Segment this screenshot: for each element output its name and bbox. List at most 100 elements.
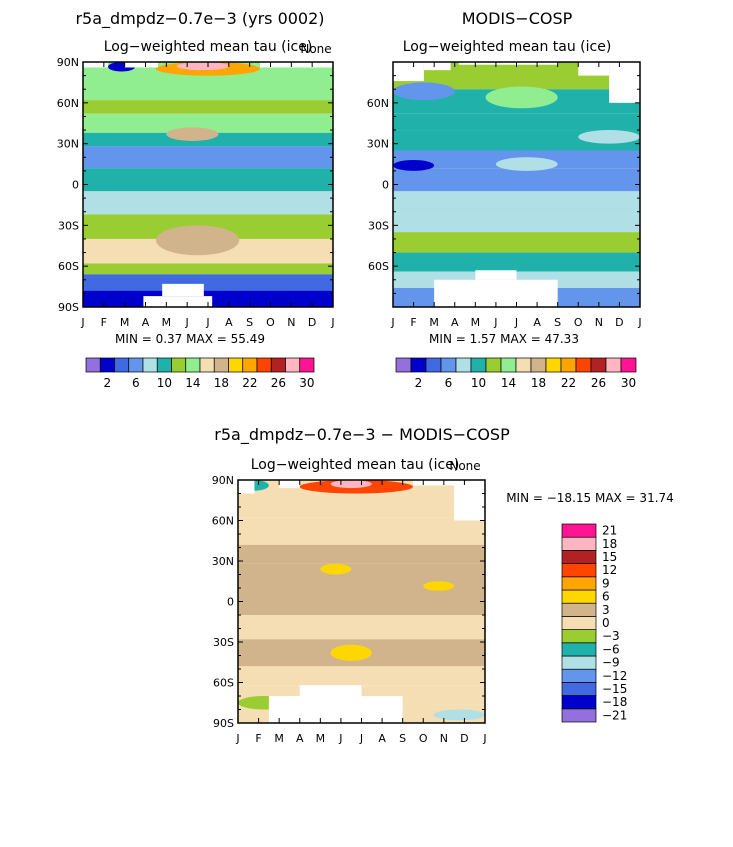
colorbar-swatch: [410, 357, 427, 373]
colorbar-label: 22: [242, 376, 257, 390]
x-tick-label: J: [205, 316, 209, 329]
x-tick-label: A: [451, 316, 459, 329]
colorbar-swatch: [171, 357, 187, 373]
x-tick-label: J: [482, 732, 486, 745]
y-tick-label: 0: [72, 179, 79, 192]
colorbar-swatch: [242, 357, 258, 373]
colorbar-label: 12: [602, 563, 617, 577]
missing-data: [393, 62, 424, 82]
x-tick-label: M: [120, 316, 130, 329]
y-tick-label: 30N: [57, 138, 79, 151]
y-tick-label: 90N: [57, 56, 79, 69]
x-tick-label: J: [338, 732, 342, 745]
colorbar-label: 0: [602, 616, 610, 630]
colorbar-swatch: [561, 589, 597, 604]
contour-band: [238, 517, 485, 545]
x-tick-label: M: [429, 316, 439, 329]
colorbar-swatch: [561, 616, 597, 630]
colorbar-swatch: [561, 536, 597, 551]
colorbar-swatch: [142, 357, 158, 373]
x-tick-label: A: [142, 316, 150, 329]
colorbar-swatch: [561, 655, 597, 670]
missing-data: [412, 480, 485, 486]
colorbar-swatch: [455, 357, 472, 373]
x-tick-label: F: [101, 316, 107, 329]
colorbar-label: −15: [602, 682, 627, 696]
contour-band: [83, 274, 333, 291]
colorbar-swatch: [85, 357, 101, 373]
y-tick-label: 90S: [213, 717, 234, 730]
x-tick-label: F: [255, 732, 261, 745]
colorbar-swatch: [470, 357, 487, 373]
missing-data: [299, 685, 362, 696]
colorbar-label: 9: [602, 576, 610, 590]
colorbar-label: 26: [271, 376, 286, 390]
contour-band: [238, 615, 485, 640]
colorbar-swatch: [620, 357, 637, 373]
contour-band: [393, 168, 640, 192]
x-tick-label: D: [308, 316, 316, 329]
min-max-stats: MIN = −18.15 MAX = 31.74: [506, 491, 674, 505]
colorbar-label: 10: [157, 376, 172, 390]
colorbar-swatch: [199, 357, 215, 373]
colorbar-label: 15: [602, 550, 617, 564]
contour-blob: [423, 581, 455, 591]
colorbar-swatch: [561, 576, 597, 591]
x-tick-label: S: [554, 316, 561, 329]
colorbar-label: 18: [531, 376, 546, 390]
x-tick-label: N: [595, 316, 603, 329]
y-tick-label: 30S: [368, 219, 389, 232]
missing-data: [268, 696, 403, 723]
x-tick-label: N: [287, 316, 295, 329]
missing-data: [83, 62, 108, 68]
missing-data: [578, 62, 610, 76]
x-tick-label: A: [533, 316, 541, 329]
colorbar-swatch: [500, 357, 517, 373]
colorbar-swatch: [561, 523, 597, 538]
colorbar-label: 18: [602, 537, 617, 551]
colorbar-swatch: [561, 629, 597, 644]
missing-data: [238, 480, 255, 494]
contour-blob: [393, 82, 455, 101]
colorbar-swatch: [285, 357, 301, 373]
x-tick-label: O: [574, 316, 583, 329]
colorbar-swatch: [545, 357, 562, 373]
colorbar-label: 22: [561, 376, 576, 390]
contour-band: [393, 252, 640, 272]
y-tick-label: 60N: [212, 515, 234, 528]
x-tick-label: J: [390, 316, 394, 329]
contour-field: [238, 480, 485, 723]
x-tick-label: J: [359, 732, 363, 745]
contour-blob: [320, 563, 352, 575]
colorbar-swatch: [128, 357, 144, 373]
min-max-stats: MIN = 1.57 MAX = 47.33: [429, 332, 579, 346]
colorbar-swatch: [228, 357, 244, 373]
colorbar-swatch: [299, 357, 315, 373]
colorbar-swatch: [185, 357, 201, 373]
y-tick-label: 60S: [213, 677, 234, 690]
x-tick-label: D: [615, 316, 623, 329]
x-tick-label: N: [440, 732, 448, 745]
contour-blob: [495, 157, 558, 171]
contour-blob: [155, 225, 240, 256]
colorbar-label: −9: [602, 656, 620, 670]
contour-band: [83, 191, 333, 215]
x-tick-label: J: [493, 316, 497, 329]
chart-title: r5a_dmpdz−0.7e−3 (yrs 0002): [75, 9, 324, 29]
colorbar-label: −3: [602, 629, 620, 643]
y-tick-label: 60N: [57, 97, 79, 110]
chart-title: MODIS−COSP: [462, 9, 573, 28]
contour-blob: [330, 644, 372, 661]
colorbar-swatch: [515, 357, 532, 373]
colorbar-label: 18: [214, 376, 229, 390]
chart-subtitle: Log−weighted mean tau (ice): [403, 39, 612, 55]
colorbar-label: 6: [445, 376, 453, 390]
contour-blob: [166, 127, 219, 141]
x-tick-label: J: [185, 316, 189, 329]
contour-blob: [330, 480, 372, 489]
y-tick-label: 30N: [212, 555, 234, 568]
contour-band: [83, 263, 333, 275]
panel-model: J F M A M J J A S O N D J90N60N30N030S60S90Sr5a_dmpd…: [57, 9, 335, 390]
contour-band: [393, 130, 640, 151]
contour-band: [83, 146, 333, 169]
